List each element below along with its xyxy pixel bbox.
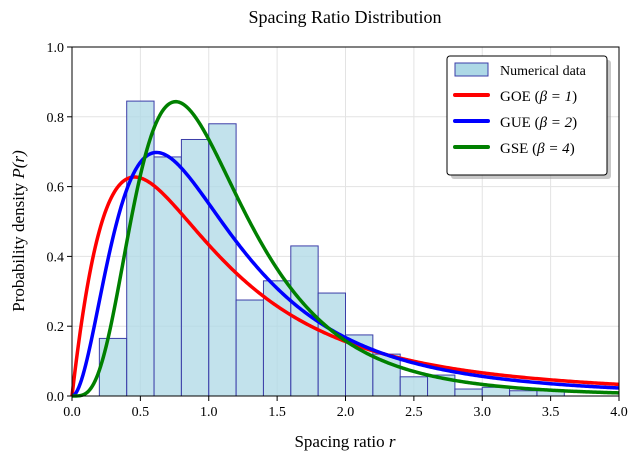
x-axis-label-symbol: r: [389, 432, 396, 451]
x-axis-label: Spacing ratio r: [294, 432, 395, 451]
legend-swatch-numerical-data: [454, 62, 489, 77]
x-tick-label-1: 0.5: [132, 405, 150, 420]
y-axis-label-symbol: P(r): [9, 150, 28, 180]
legend-goe-beta: β = 1: [539, 89, 573, 105]
histogram-bar-8: [317, 292, 346, 397]
legend-label-gse: GSE (β = 4): [500, 141, 575, 157]
legend-gse-open-paren: (: [532, 141, 537, 157]
legend-label-numerical-data: Numerical data: [500, 64, 587, 79]
legend: Numerical data GOE (β = 1) GUE (β = 2) G…: [446, 55, 611, 179]
y-axis-label-text: Probability density: [9, 182, 28, 311]
x-tick-label-0: 0.0: [63, 405, 81, 420]
y-tick-label-3: 0.6: [47, 181, 65, 196]
curve-gue: [71, 150, 620, 398]
legend-gse-name: GSE: [500, 141, 528, 157]
curve-gse: [71, 99, 620, 398]
x-tick-label-4: 2.0: [337, 405, 355, 420]
legend-gse-close-paren: ): [570, 141, 575, 157]
legend-goe-name: GOE: [500, 89, 531, 105]
legend-gue-close-paren: ): [572, 115, 577, 131]
y-tick-label-2: 0.4: [47, 250, 65, 265]
x-tick-label-5: 2.5: [405, 405, 423, 420]
x-tick-label-3: 1.5: [268, 405, 286, 420]
histogram-bar-2: [153, 156, 182, 397]
chart-title: Spacing Ratio Distribution: [249, 7, 442, 27]
y-tick-label-5: 1.0: [47, 41, 65, 56]
legend-goe-open-paren: (: [535, 89, 540, 105]
legend-gse-beta: β = 4: [536, 141, 570, 157]
y-axis-label: Probability density P(r): [9, 150, 28, 312]
legend-label-goe: GOE (β = 1): [500, 89, 577, 105]
histogram-bar-15: [509, 390, 538, 397]
x-tick-label-6: 3.0: [474, 405, 492, 420]
legend-label-gue: GUE (β = 2): [500, 115, 577, 131]
histogram-bar-13: [454, 388, 483, 397]
histogram-bar-5: [235, 299, 264, 397]
x-tick-label-7: 3.5: [542, 405, 560, 420]
x-tick-label-8: 4.0: [610, 405, 628, 420]
histogram-bar-0: [98, 337, 128, 397]
y-axis-ticks: 0.0 0.2 0.4 0.6 0.8 1.0: [47, 41, 72, 405]
legend-goe-close-paren: ): [572, 89, 577, 105]
x-axis-ticks: 0.0 0.5 1.0 1.5 2.0 2.5 3.0 3.5 4.0: [63, 396, 628, 420]
distribution-curves: [70, 99, 620, 398]
histogram-bar-3: [180, 138, 210, 397]
x-axis-label-text: Spacing ratio: [294, 432, 384, 451]
legend-gue-name: GUE: [500, 115, 531, 131]
histogram-bar-11: [399, 376, 429, 397]
y-tick-label-1: 0.2: [47, 320, 65, 335]
y-tick-label-4: 0.8: [47, 111, 65, 126]
x-tick-label-2: 1.0: [200, 405, 218, 420]
legend-gue-open-paren: (: [535, 115, 540, 131]
legend-gue-beta: β = 2: [539, 115, 573, 131]
y-tick-label-0: 0.0: [47, 390, 65, 405]
